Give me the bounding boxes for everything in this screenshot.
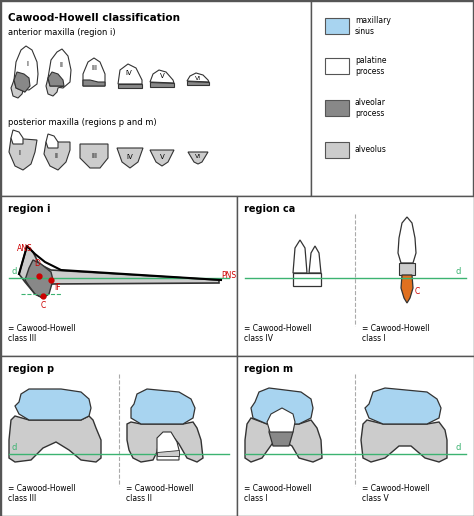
Polygon shape	[187, 81, 209, 85]
Text: VI: VI	[195, 154, 201, 159]
Text: V: V	[160, 154, 164, 160]
Text: d: d	[456, 267, 461, 276]
Bar	[237, 356, 474, 516]
Text: posterior maxilla (regions p and m): posterior maxilla (regions p and m)	[8, 118, 156, 127]
Polygon shape	[245, 418, 322, 462]
Text: Cawood-Howell classification: Cawood-Howell classification	[8, 13, 180, 23]
Polygon shape	[9, 416, 101, 462]
Text: class I: class I	[244, 494, 268, 503]
Text: II: II	[59, 62, 63, 68]
Text: IF: IF	[54, 283, 61, 292]
Text: VI: VI	[195, 76, 201, 82]
Text: III: III	[91, 153, 97, 159]
Polygon shape	[365, 388, 441, 424]
Polygon shape	[361, 420, 447, 462]
Polygon shape	[83, 80, 105, 86]
Polygon shape	[267, 408, 295, 432]
Text: region i: region i	[8, 204, 51, 214]
Polygon shape	[25, 260, 53, 298]
Text: = Cawood-Howell: = Cawood-Howell	[126, 484, 193, 493]
Bar	[325, 100, 349, 116]
Text: = Cawood-Howell: = Cawood-Howell	[8, 324, 76, 333]
Text: IV: IV	[127, 154, 133, 160]
Text: = Cawood-Howell: = Cawood-Howell	[362, 484, 429, 493]
Polygon shape	[399, 263, 415, 275]
Polygon shape	[14, 46, 38, 90]
Text: = Cawood-Howell: = Cawood-Howell	[8, 484, 76, 493]
Bar	[1, 1, 311, 196]
Polygon shape	[293, 273, 321, 286]
Polygon shape	[157, 432, 179, 460]
Polygon shape	[19, 246, 219, 298]
Text: III: III	[91, 65, 97, 71]
Bar	[325, 142, 349, 158]
Bar	[1, 356, 237, 516]
Polygon shape	[401, 275, 413, 303]
Polygon shape	[83, 58, 105, 86]
Text: I: I	[18, 150, 20, 156]
Polygon shape	[131, 389, 195, 424]
Polygon shape	[118, 64, 142, 84]
Polygon shape	[14, 72, 30, 92]
Polygon shape	[46, 134, 58, 148]
Text: C: C	[40, 301, 46, 310]
Polygon shape	[150, 150, 174, 166]
Text: I: I	[26, 61, 28, 67]
Text: class II: class II	[126, 494, 152, 503]
Polygon shape	[11, 80, 25, 98]
Polygon shape	[127, 422, 203, 462]
Text: class IV: class IV	[244, 334, 273, 343]
Polygon shape	[9, 138, 37, 170]
Text: anterior maxilla (region i): anterior maxilla (region i)	[8, 28, 116, 37]
Text: region m: region m	[244, 364, 293, 374]
Text: region p: region p	[8, 364, 54, 374]
Bar	[237, 196, 474, 356]
Text: V: V	[160, 73, 164, 79]
Polygon shape	[150, 82, 174, 87]
Polygon shape	[118, 84, 142, 88]
Bar	[325, 58, 349, 74]
Bar	[325, 18, 349, 34]
Text: d: d	[11, 443, 17, 452]
Text: palatine
process: palatine process	[355, 56, 386, 76]
Polygon shape	[48, 72, 64, 86]
Polygon shape	[80, 144, 108, 168]
Polygon shape	[398, 217, 416, 263]
Text: D: D	[34, 259, 40, 268]
Polygon shape	[48, 49, 71, 88]
Polygon shape	[46, 78, 64, 96]
Polygon shape	[150, 70, 174, 83]
Bar	[1, 196, 237, 356]
Text: II: II	[54, 153, 58, 159]
Text: IV: IV	[126, 70, 132, 76]
Text: alveolus: alveolus	[355, 146, 387, 154]
Text: class I: class I	[362, 334, 386, 343]
Text: class III: class III	[8, 494, 36, 503]
Polygon shape	[251, 388, 313, 424]
Text: C: C	[415, 286, 420, 296]
Polygon shape	[117, 148, 143, 168]
Text: d: d	[11, 267, 17, 276]
Text: PNS: PNS	[221, 271, 236, 281]
Polygon shape	[44, 142, 70, 170]
Text: = Cawood-Howell: = Cawood-Howell	[244, 324, 311, 333]
Bar	[311, 1, 473, 196]
Polygon shape	[269, 412, 293, 446]
Text: maxillary
sinus: maxillary sinus	[355, 17, 391, 36]
Text: = Cawood-Howell: = Cawood-Howell	[244, 484, 311, 493]
Polygon shape	[11, 130, 23, 144]
Polygon shape	[187, 73, 209, 82]
Polygon shape	[157, 450, 179, 456]
Polygon shape	[293, 240, 307, 273]
Text: class V: class V	[362, 494, 389, 503]
Text: alveolar
process: alveolar process	[355, 99, 386, 118]
Text: d: d	[456, 443, 461, 452]
Text: = Cawood-Howell: = Cawood-Howell	[362, 324, 429, 333]
Polygon shape	[188, 152, 208, 164]
Text: region ca: region ca	[244, 204, 295, 214]
Text: class III: class III	[8, 334, 36, 343]
Polygon shape	[15, 389, 91, 420]
Text: ANS: ANS	[17, 244, 33, 253]
Polygon shape	[309, 246, 321, 273]
